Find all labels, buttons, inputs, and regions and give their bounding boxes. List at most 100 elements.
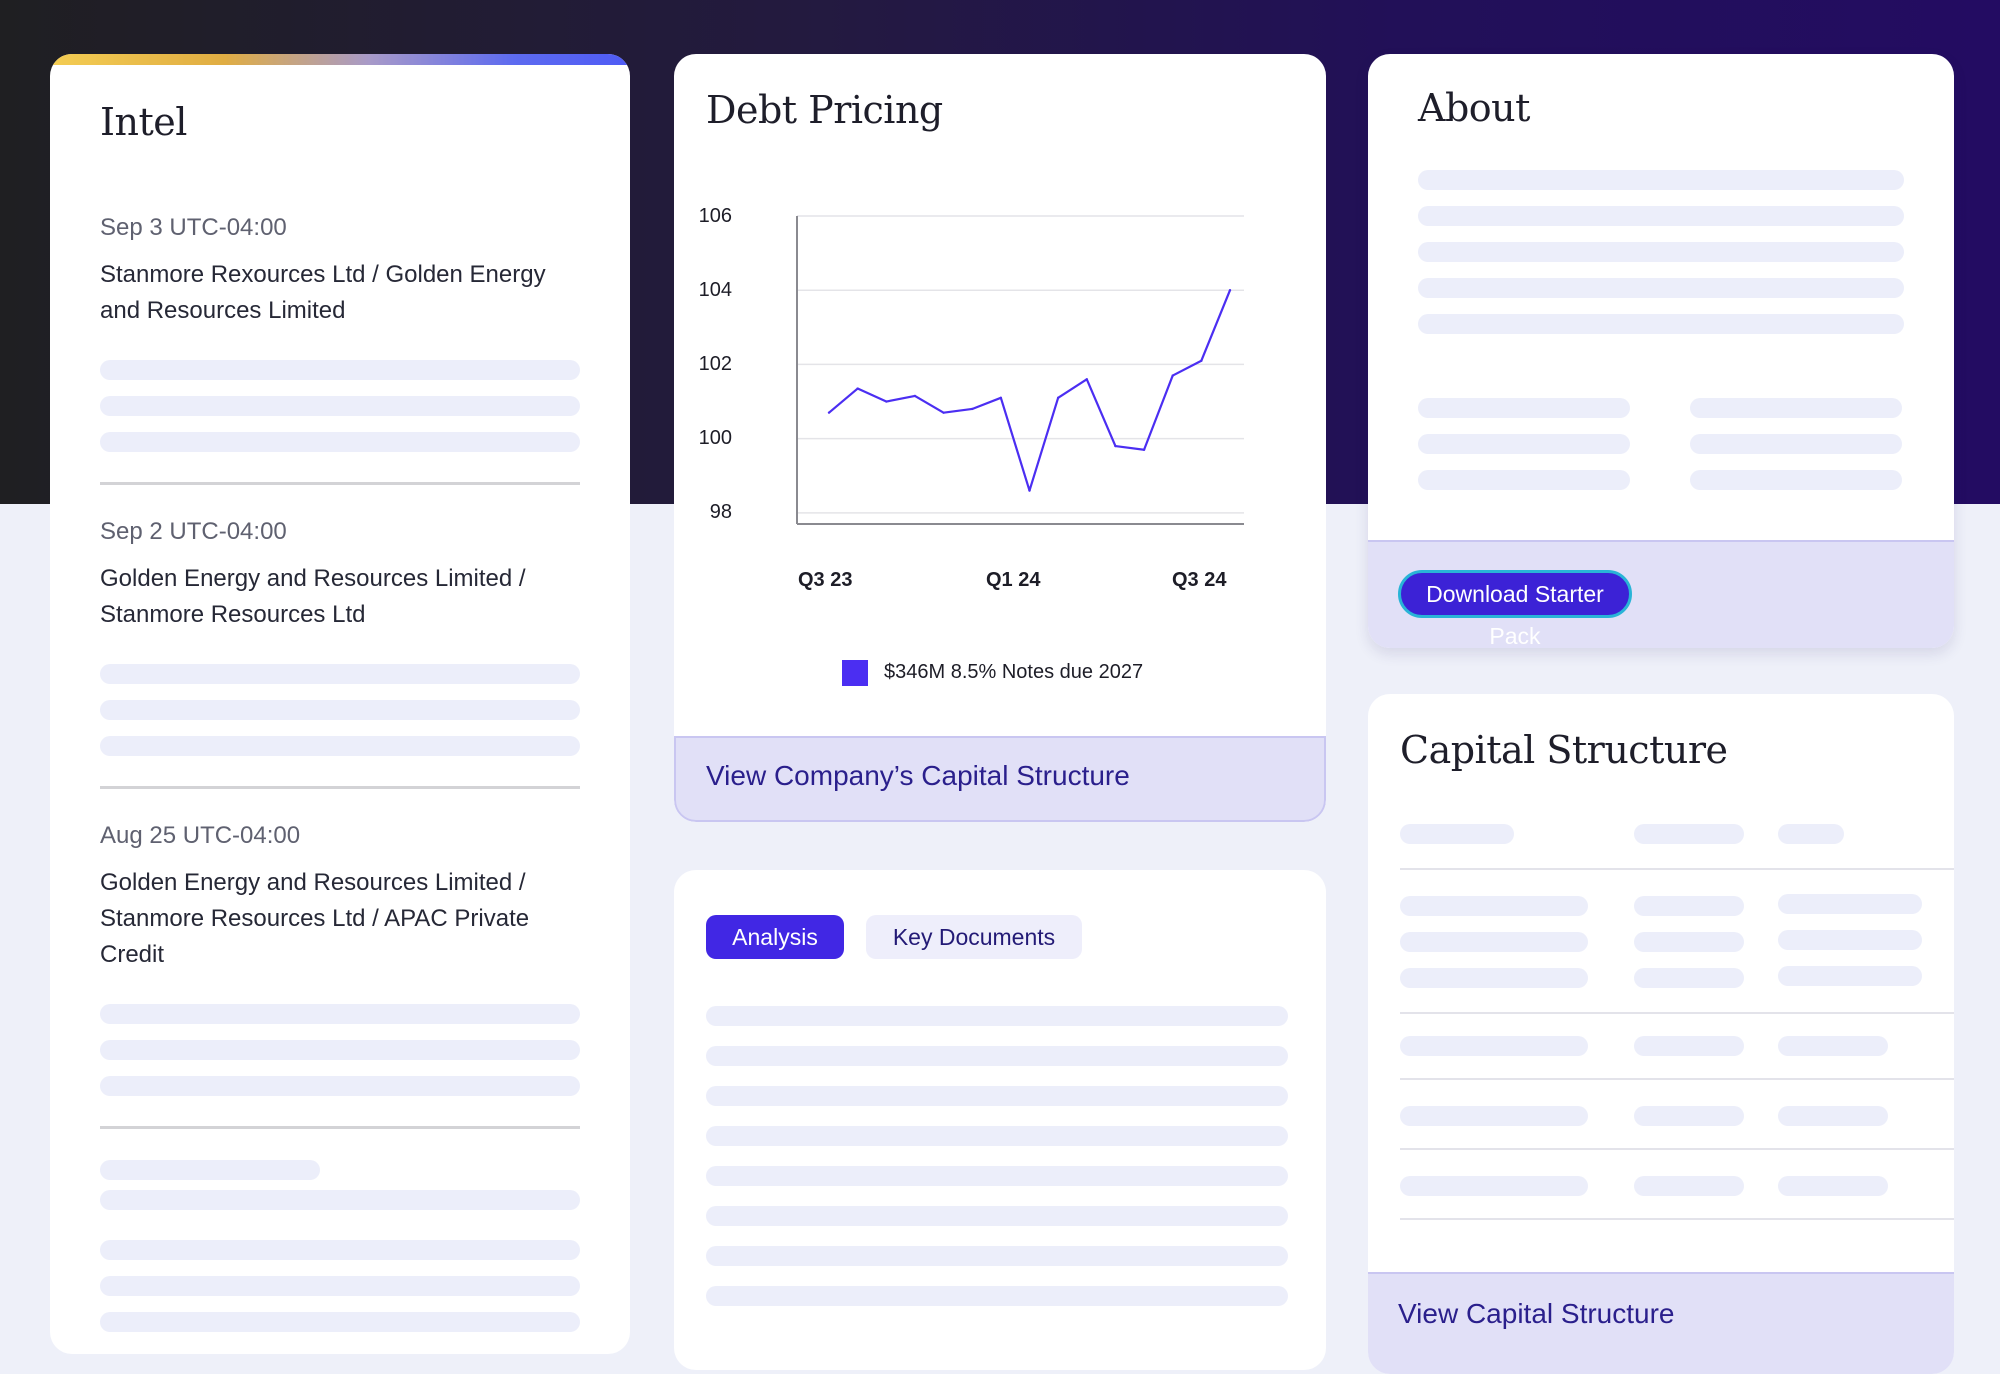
skeleton-line — [1634, 1036, 1744, 1056]
skeleton-line — [100, 1276, 580, 1296]
skeleton-line — [1690, 470, 1902, 490]
x-tick-label: Q1 24 — [986, 569, 1041, 591]
skeleton-line — [706, 1046, 1288, 1066]
skeleton-line — [100, 432, 580, 452]
skeleton-line — [100, 360, 580, 380]
data-point — [999, 396, 1003, 400]
intel-entry-link[interactable]: Stanmore Rexources Ltd / Golden Energy a… — [100, 261, 546, 324]
skeleton-line — [1418, 314, 1904, 334]
skeleton-line — [100, 700, 580, 720]
intel-title: Intel — [100, 100, 187, 144]
y-tick-label: 104 — [698, 279, 732, 301]
view-company-capital-structure-link[interactable]: View Company’s Capital Structure — [706, 760, 1130, 791]
skeleton-line — [1418, 242, 1904, 262]
data-point — [1114, 444, 1117, 448]
debt-price-chart — [796, 215, 1244, 525]
x-tick-label: Q3 23 — [798, 569, 853, 591]
skeleton-line — [1400, 1036, 1588, 1056]
data-point — [885, 400, 888, 403]
intel-entry-link[interactable]: Golden Energy and Resources Limited / St… — [100, 565, 526, 628]
skeleton-line — [100, 1240, 580, 1260]
y-tick-label: 100 — [698, 427, 732, 449]
skeleton-line — [706, 1126, 1288, 1146]
about-card: About Download Starter Pack — [1368, 54, 1954, 648]
skeleton-line — [706, 1246, 1288, 1266]
intel-divider — [100, 786, 580, 789]
debt-pricing-card: Debt Pricing 106 104 102 100 98 Q3 23 Q1… — [674, 54, 1326, 822]
data-point — [1056, 396, 1060, 400]
skeleton-line — [1400, 1176, 1588, 1196]
skeleton-line — [1634, 932, 1744, 952]
skeleton-line — [1778, 894, 1922, 914]
x-tick-label: Q3 24 — [1172, 569, 1227, 591]
intel-entry-link[interactable]: Golden Energy and Resources Limited / St… — [100, 869, 530, 968]
skeleton-line — [1400, 896, 1588, 916]
data-point — [1028, 489, 1031, 492]
skeleton-line — [1418, 170, 1904, 190]
y-tick-label: 98 — [709, 501, 732, 523]
data-point — [827, 411, 831, 414]
data-point — [942, 411, 945, 414]
legend-label: $346M 8.5% Notes due 2027 — [884, 661, 1144, 683]
skeleton-line — [1400, 932, 1588, 952]
intel-entry-date: Sep 3 UTC-04:00 — [100, 214, 287, 241]
skeleton-line — [1778, 930, 1922, 950]
table-divider — [1400, 1012, 1954, 1014]
skeleton-line — [706, 1166, 1288, 1186]
data-point — [1171, 374, 1174, 377]
download-starter-pack-button[interactable]: Download Starter Pack — [1398, 570, 1632, 648]
skeleton-line — [1778, 1036, 1888, 1056]
view-company-capital-structure-strip[interactable]: View Company’s Capital Structure — [674, 736, 1326, 822]
skeleton-line — [100, 736, 580, 756]
about-title: About — [1418, 86, 1530, 130]
view-capital-structure-link[interactable]: View Capital Structure — [1398, 1298, 1675, 1329]
skeleton-line — [100, 1312, 580, 1332]
skeleton-line — [100, 396, 580, 416]
skeleton-line — [1634, 896, 1744, 916]
skeleton-line — [1778, 1176, 1888, 1196]
skeleton-line — [1418, 470, 1630, 490]
skeleton-line — [1418, 278, 1904, 298]
intel-entry-date: Sep 2 UTC-04:00 — [100, 518, 287, 545]
skeleton-line — [706, 1086, 1288, 1106]
capital-structure-title: Capital Structure — [1400, 728, 1728, 772]
table-header-skeleton — [1778, 824, 1844, 844]
skeleton-line — [706, 1206, 1288, 1226]
about-footer: Download Starter Pack — [1368, 540, 1954, 648]
skeleton-line — [1690, 398, 1902, 418]
intel-entry-date: Aug 25 UTC-04:00 — [100, 822, 301, 849]
tab-analysis[interactable]: Analysis — [706, 915, 844, 959]
data-point — [1142, 448, 1146, 451]
skeleton-line — [100, 1004, 580, 1024]
data-point — [913, 394, 917, 398]
table-divider — [1400, 868, 1954, 870]
table-divider — [1400, 1148, 1954, 1150]
skeleton-line — [706, 1006, 1288, 1026]
skeleton-line — [706, 1286, 1288, 1306]
skeleton-line — [1400, 968, 1588, 988]
skeleton-line — [1418, 434, 1630, 454]
skeleton-line — [1634, 1176, 1744, 1196]
data-point — [856, 387, 859, 390]
skeleton-line — [1778, 1106, 1888, 1126]
skeleton-line — [1634, 968, 1744, 988]
tab-key-documents[interactable]: Key Documents — [866, 915, 1082, 959]
intel-divider — [100, 482, 580, 485]
table-divider — [1400, 1078, 1954, 1080]
intel-accent-bar — [50, 54, 630, 65]
skeleton-line — [1400, 1106, 1588, 1126]
intel-divider — [100, 1126, 580, 1129]
skeleton-line — [1778, 966, 1922, 986]
capital-structure-card: Capital Structure View Capital Structure — [1368, 694, 1954, 1374]
table-divider — [1400, 1218, 1954, 1220]
skeleton-line — [1418, 206, 1904, 226]
table-header-skeleton — [1400, 824, 1514, 844]
skeleton-line — [1634, 1106, 1744, 1126]
y-tick-label: 102 — [698, 353, 732, 375]
skeleton-line — [100, 1076, 580, 1096]
data-point — [971, 407, 974, 411]
data-point — [1085, 378, 1088, 381]
skeleton-line — [100, 1040, 580, 1060]
legend-swatch — [842, 660, 868, 686]
view-capital-structure-strip[interactable]: View Capital Structure — [1368, 1272, 1954, 1374]
